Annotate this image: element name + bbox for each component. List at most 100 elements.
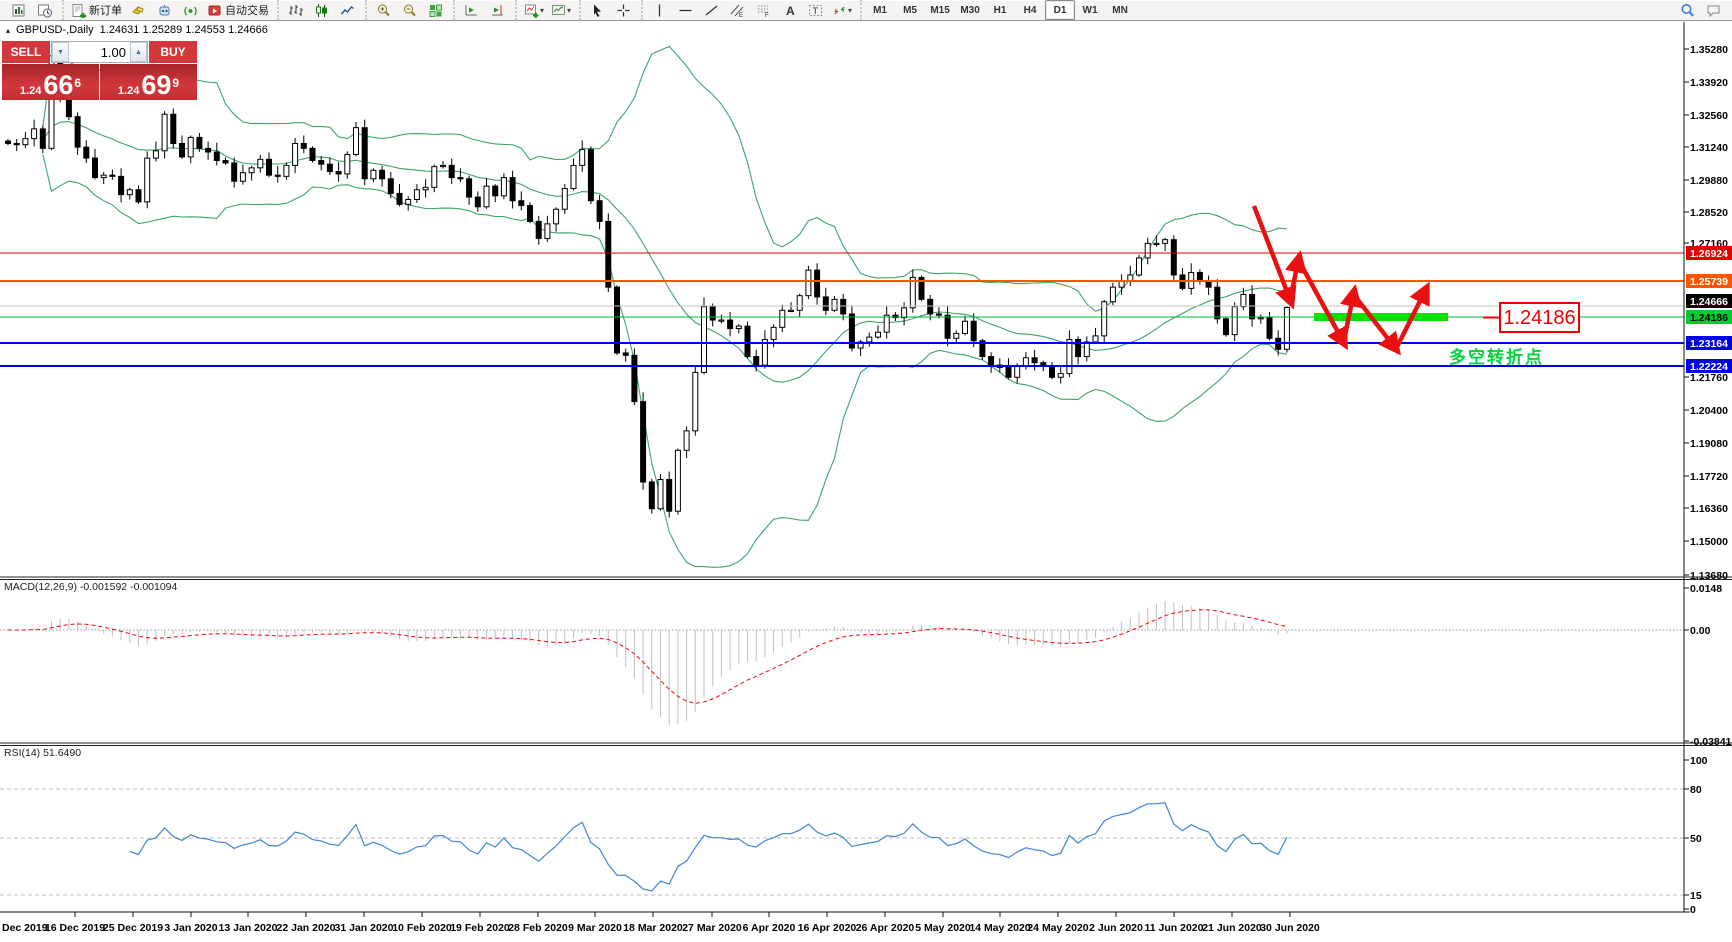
timeframe-h1-button[interactable]: H1 bbox=[993, 4, 1007, 16]
line-chart-icon bbox=[339, 2, 355, 18]
svg-text:1.28520: 1.28520 bbox=[1690, 207, 1728, 219]
svg-text:9 Mar 2020: 9 Mar 2020 bbox=[568, 922, 622, 934]
sell-price-prefix: 1.24 bbox=[19, 85, 42, 97]
svg-text:19 Feb 2020: 19 Feb 2020 bbox=[450, 922, 510, 934]
cursor-button[interactable] bbox=[584, 0, 610, 20]
svg-text:1.24666: 1.24666 bbox=[1690, 296, 1728, 308]
timeframe-m30-button[interactable]: M30 bbox=[960, 4, 980, 16]
timeframe-h4-button[interactable]: H4 bbox=[1023, 4, 1037, 16]
template-button[interactable]: ▾ bbox=[547, 0, 574, 20]
signals-button[interactable] bbox=[177, 0, 203, 20]
cn-annotation-text[interactable]: 多空转折点 bbox=[1449, 347, 1544, 367]
timeframe-group: M1 M5 M15 M30 H1 H4 D1 W1 MN bbox=[860, 0, 1138, 20]
one-click-trading-panel: SELL ▼ 1.00 ▲ BUY 1.24 66 6 1.24 69 9 bbox=[2, 41, 197, 100]
profiles-button[interactable] bbox=[31, 0, 57, 20]
toolbar-group bbox=[2, 0, 60, 20]
buy-price-button[interactable]: 1.24 69 9 bbox=[100, 64, 197, 100]
indicators-button[interactable]: ▾ bbox=[520, 0, 547, 20]
timeframe-w1-button[interactable]: W1 bbox=[1082, 4, 1098, 16]
svg-text:14 May 2020: 14 May 2020 bbox=[969, 922, 1030, 934]
volume-increase-button[interactable]: ▲ bbox=[130, 42, 147, 62]
horizontal-line-button[interactable] bbox=[672, 0, 698, 20]
svg-text:1.33920: 1.33920 bbox=[1690, 77, 1728, 89]
axis-label-1.24186: 1.24186 bbox=[1686, 310, 1732, 324]
autotrading-label: 自动交易 bbox=[225, 5, 269, 17]
chevron-down-icon[interactable]: ▾ bbox=[848, 5, 853, 15]
candlestick-button[interactable] bbox=[308, 0, 334, 20]
sell-price-button[interactable]: 1.24 66 6 bbox=[2, 64, 99, 100]
volume-value[interactable]: 1.00 bbox=[100, 44, 126, 60]
svg-text:1.32560: 1.32560 bbox=[1690, 110, 1728, 122]
timeframe-mn-button[interactable]: MN bbox=[1112, 4, 1128, 16]
profiles-icon bbox=[36, 2, 52, 18]
new-order-button[interactable]: 新订单 bbox=[67, 0, 125, 20]
autotrading-icon bbox=[206, 2, 222, 18]
arrows-icon bbox=[831, 2, 847, 18]
crosshair-icon bbox=[615, 2, 631, 18]
channel-button[interactable]: E bbox=[724, 0, 750, 20]
line-chart-button[interactable] bbox=[334, 0, 360, 20]
svg-text:1.16360: 1.16360 bbox=[1690, 503, 1728, 515]
svg-text:1.22224: 1.22224 bbox=[1690, 361, 1728, 373]
buy-price-main: 69 bbox=[141, 70, 172, 101]
text-icon: A bbox=[781, 2, 797, 18]
zoom-out-button[interactable] bbox=[396, 0, 422, 20]
svg-text:T: T bbox=[812, 6, 818, 16]
svg-text:100: 100 bbox=[1690, 755, 1708, 767]
svg-text:13 Jan 2020: 13 Jan 2020 bbox=[219, 922, 278, 934]
autotrading-button[interactable]: 自动交易 bbox=[203, 0, 272, 20]
new-order-icon bbox=[70, 2, 86, 18]
svg-text:1.26924: 1.26924 bbox=[1690, 248, 1728, 260]
fibonacci-button[interactable]: F bbox=[750, 0, 776, 20]
svg-text:31 Jan 2020: 31 Jan 2020 bbox=[335, 922, 394, 934]
svg-text:30 Jun 2020: 30 Jun 2020 bbox=[1260, 922, 1320, 934]
timeframe-d1-button[interactable]: D1 bbox=[1045, 0, 1076, 20]
arrows-button[interactable]: ▾ bbox=[828, 0, 855, 20]
timeframe-m5-button[interactable]: M5 bbox=[903, 4, 917, 16]
new-chart-icon bbox=[10, 2, 26, 18]
bar-chart-button[interactable] bbox=[282, 0, 308, 20]
trend-zigzag-annotation[interactable] bbox=[1251, 205, 1430, 356]
volume-stepper[interactable]: ▼ 1.00 ▲ bbox=[51, 41, 148, 63]
svg-text:1.21760: 1.21760 bbox=[1690, 372, 1728, 384]
vertical-line-button[interactable] bbox=[646, 0, 672, 20]
buy-button[interactable]: BUY bbox=[149, 41, 197, 63]
svg-text:28 Feb 2020: 28 Feb 2020 bbox=[508, 922, 568, 934]
volume-decrease-button[interactable]: ▼ bbox=[52, 42, 69, 62]
search-button[interactable] bbox=[1674, 0, 1700, 20]
timeframe-m15-button[interactable]: M15 bbox=[930, 4, 950, 16]
text-button[interactable]: A bbox=[776, 0, 802, 20]
toolbar-group: 新订单 自动交易 bbox=[62, 0, 275, 20]
vertical-line-icon bbox=[651, 2, 667, 18]
zoom-in-button[interactable] bbox=[370, 0, 396, 20]
crosshair-button[interactable] bbox=[610, 0, 636, 20]
svg-text:3 Jan 2020: 3 Jan 2020 bbox=[164, 922, 217, 934]
sell-button[interactable]: SELL bbox=[2, 41, 50, 63]
timeframe-m1-button[interactable]: M1 bbox=[873, 4, 887, 16]
svg-text:27 Mar 2020: 27 Mar 2020 bbox=[682, 922, 742, 934]
trendline-button[interactable] bbox=[698, 0, 724, 20]
expert-advisors-button[interactable] bbox=[151, 0, 177, 20]
auto-scroll-button[interactable] bbox=[458, 0, 484, 20]
support-zone-bar[interactable] bbox=[1314, 313, 1448, 321]
axis-label-1.22224: 1.22224 bbox=[1686, 359, 1732, 373]
chat-button[interactable] bbox=[1700, 0, 1726, 20]
chart-shift-button[interactable] bbox=[484, 0, 510, 20]
chart-symbol-title: GBPUSD-,Daily bbox=[16, 24, 94, 36]
chevron-down-icon[interactable]: ▾ bbox=[567, 5, 572, 15]
svg-text:1.35280: 1.35280 bbox=[1690, 44, 1728, 56]
metaeditor-button[interactable] bbox=[125, 0, 151, 20]
price-callout[interactable]: 1.24186 bbox=[1483, 302, 1580, 333]
text-label-button[interactable]: T bbox=[802, 0, 828, 20]
tile-windows-button[interactable] bbox=[422, 0, 448, 20]
chart-ohlc-values: 1.24631 1.25289 1.24553 1.24666 bbox=[99, 24, 268, 36]
new-chart-button[interactable] bbox=[5, 0, 31, 20]
chart-shift-icon bbox=[489, 2, 505, 18]
svg-text:1.24186: 1.24186 bbox=[1503, 307, 1575, 329]
svg-text:A: A bbox=[786, 4, 795, 18]
chevron-down-icon[interactable]: ▾ bbox=[540, 5, 545, 15]
axis-label-1.26924: 1.26924 bbox=[1686, 246, 1732, 260]
sell-price-main: 66 bbox=[43, 70, 74, 101]
